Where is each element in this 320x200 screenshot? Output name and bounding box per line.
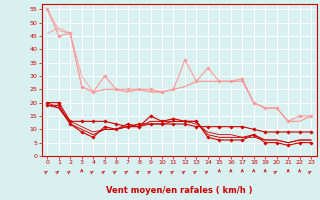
Text: Vent moyen/en rafales ( km/h ): Vent moyen/en rafales ( km/h ) — [106, 186, 252, 195]
